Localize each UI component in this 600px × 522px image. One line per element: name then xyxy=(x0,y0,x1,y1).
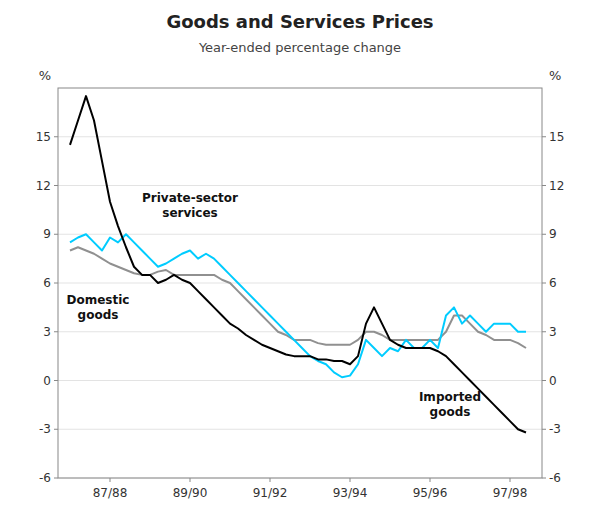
y2-tick-label: -6 xyxy=(549,471,561,485)
y-tick xyxy=(54,234,58,235)
y-tick xyxy=(54,185,58,186)
y2-tick xyxy=(542,283,546,284)
x-tick xyxy=(110,478,111,482)
grid-line xyxy=(58,234,542,235)
x-axis: 87/88 89/90 91/92 93/94 95/96 97/98 xyxy=(93,478,528,500)
annotation: Importedgoods xyxy=(419,390,481,419)
y2-tick xyxy=(542,185,546,186)
x-tick-label: 93/94 xyxy=(333,486,368,500)
y-tick-label: 9 xyxy=(43,227,51,241)
y-tick-label: -6 xyxy=(39,471,51,485)
annotation: Domesticgoods xyxy=(67,293,130,322)
y-axis-label: % xyxy=(39,68,51,83)
y2-axis-label: % xyxy=(549,68,561,83)
y-tick xyxy=(54,478,58,479)
lines xyxy=(70,96,526,432)
x-tick xyxy=(430,478,431,482)
y2-tick-label: 15 xyxy=(549,130,564,144)
grid-line xyxy=(58,283,542,284)
y-tick xyxy=(54,331,58,332)
y2-tick xyxy=(542,429,546,430)
series-line xyxy=(70,96,526,432)
y-tick xyxy=(54,136,58,137)
y-tick-label: 6 xyxy=(43,276,51,290)
x-tick-label: 97/98 xyxy=(493,486,528,500)
y2-tick xyxy=(542,331,546,332)
y-tick-label: 12 xyxy=(36,179,51,193)
grid-line xyxy=(58,331,542,332)
title: Goods and Services Prices xyxy=(166,11,433,32)
y2-tick xyxy=(542,234,546,235)
y-tick-label: 3 xyxy=(43,325,51,339)
chart: Goods and Services Prices Year-ended perc… xyxy=(0,0,600,522)
y2-tick-label: -3 xyxy=(549,422,561,436)
y2-tick-label: 9 xyxy=(549,227,557,241)
grid-line xyxy=(58,429,542,430)
y-tick-label: -3 xyxy=(39,422,51,436)
annotations: Domesticgoods Private-sectorservices Impor… xyxy=(67,191,482,420)
x-tick-label: 91/92 xyxy=(253,486,288,500)
x-tick xyxy=(190,478,191,482)
y2-tick xyxy=(542,478,546,479)
grid xyxy=(58,137,542,478)
x-tick xyxy=(270,478,271,482)
annotation: Private-sectorservices xyxy=(142,191,238,220)
plot-frame xyxy=(58,88,542,478)
y-tick-label: 0 xyxy=(43,374,51,388)
y2-tick-label: 6 xyxy=(549,276,557,290)
y-tick xyxy=(54,380,58,381)
y2-tick-label: 12 xyxy=(549,179,564,193)
y2-tick-label: 3 xyxy=(549,325,557,339)
y2-axis: -6 -3 0 3 6 9 12 15 xyxy=(542,130,564,485)
y-tick xyxy=(54,429,58,430)
y2-tick-label: 0 xyxy=(549,374,557,388)
y2-tick xyxy=(542,380,546,381)
y-tick xyxy=(54,283,58,284)
x-tick xyxy=(510,478,511,482)
x-tick xyxy=(350,478,351,482)
grid-line xyxy=(58,185,542,186)
x-tick-label: 89/90 xyxy=(173,486,208,500)
grid-line xyxy=(58,136,542,137)
x-tick-label: 87/88 xyxy=(93,486,128,500)
subtitle: Year-ended percentage change xyxy=(198,40,401,55)
y-tick-label: 15 xyxy=(36,130,51,144)
y2-tick xyxy=(542,136,546,137)
y-axis: -6 -3 0 3 6 9 12 15 xyxy=(36,130,58,485)
series-line xyxy=(70,247,526,348)
x-tick-label: 95/96 xyxy=(413,486,448,500)
